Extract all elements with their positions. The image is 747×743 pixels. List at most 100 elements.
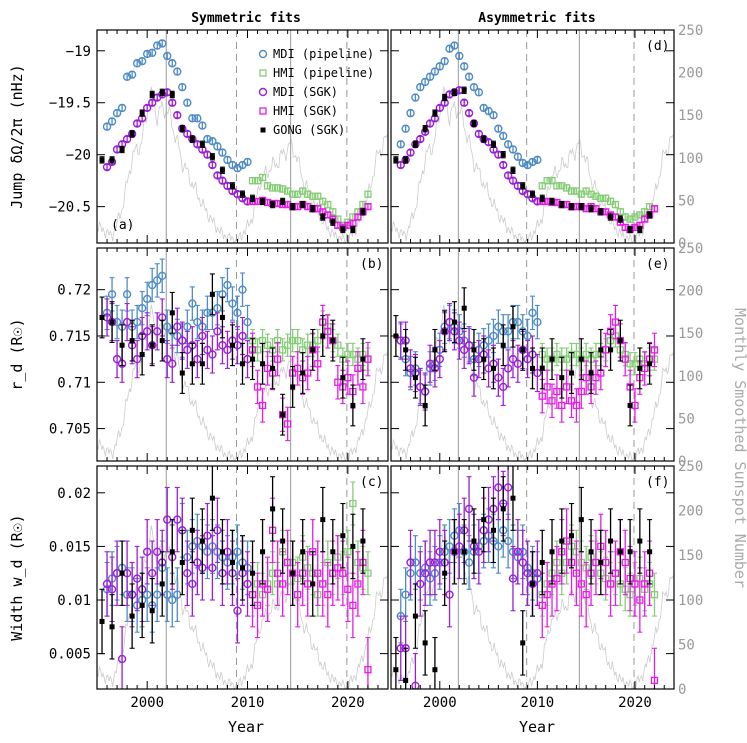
data-point [461, 305, 467, 311]
data-point [273, 184, 282, 192]
data-point [481, 136, 487, 142]
data-point [284, 341, 292, 349]
data-point [102, 579, 112, 589]
data-point [621, 355, 629, 363]
data-point [119, 570, 125, 576]
data-point [240, 191, 245, 197]
data-point [499, 160, 508, 170]
data-point [163, 51, 172, 61]
data-point [179, 370, 185, 376]
data-point [442, 570, 448, 576]
data-point [260, 361, 266, 367]
data-point [631, 360, 639, 368]
sunspot-tick-label: 50 [678, 193, 695, 209]
data-point [213, 303, 222, 313]
data-point [538, 182, 546, 190]
data-point [193, 114, 202, 123]
data-point [109, 319, 115, 325]
x-tick-label: 2020 [618, 695, 652, 711]
sunspot-curve [97, 86, 388, 243]
right-axis-title: Monthly Smoothed Sunspot Number [731, 308, 747, 588]
data-point [189, 361, 195, 367]
data-point [240, 565, 245, 571]
panel-content [97, 248, 388, 461]
data-point [189, 527, 195, 533]
data-point [430, 558, 440, 567]
data-point [112, 354, 122, 364]
data-point [223, 280, 232, 290]
data-point [592, 374, 600, 382]
data-point [147, 98, 157, 107]
data-point [416, 82, 425, 92]
data-point [528, 157, 537, 167]
data-point [159, 89, 165, 95]
data-point [513, 317, 523, 327]
panel-tag: (b) [360, 257, 383, 272]
data-point [193, 317, 202, 327]
data-point [112, 108, 122, 118]
data-point [240, 361, 245, 367]
data-point [330, 338, 336, 344]
data-point [481, 356, 487, 362]
data-point [621, 558, 629, 567]
data-point [549, 198, 555, 204]
data-point [300, 370, 306, 376]
panel-tag: (a) [111, 218, 134, 233]
data-point [588, 549, 594, 555]
data-point [406, 558, 415, 567]
data-point [219, 314, 225, 320]
data-point [647, 361, 653, 367]
data-point [219, 549, 225, 555]
data-point [538, 392, 546, 400]
panel-content [97, 466, 388, 689]
sunspot-tick-label: 150 [678, 548, 703, 564]
data-point [494, 124, 503, 133]
data-point [199, 538, 205, 544]
data-point [606, 580, 615, 588]
data-point [304, 190, 312, 198]
data-point [432, 110, 438, 116]
data-point [263, 585, 272, 593]
data-point [314, 360, 322, 368]
data-point [349, 499, 357, 508]
data-point [503, 327, 513, 336]
data-point [278, 346, 287, 354]
panel-frame [96, 29, 389, 244]
data-point [129, 338, 135, 344]
data-point [360, 356, 366, 362]
data-point [248, 177, 257, 185]
data-point [513, 359, 523, 368]
data-point [127, 70, 137, 79]
data-point [608, 347, 614, 353]
data-point [149, 342, 155, 348]
data-point [129, 613, 135, 619]
data-point [533, 317, 542, 327]
legend-marker [260, 127, 266, 133]
data-point [359, 383, 367, 391]
sunspot-tick-label: 200 [678, 284, 703, 300]
data-point [513, 547, 523, 556]
data-point [489, 110, 498, 120]
data-point [350, 402, 356, 408]
data-point [611, 200, 620, 209]
data-point [500, 152, 506, 158]
x-axis-title-right: Year [519, 718, 555, 736]
data-point [425, 119, 435, 128]
data-point [270, 202, 276, 208]
data-point [314, 192, 322, 200]
data-point [250, 356, 256, 362]
data-point [213, 142, 222, 151]
data-point [582, 591, 590, 599]
data-point [451, 319, 457, 325]
data-point [500, 506, 506, 512]
data-point [122, 134, 132, 144]
legend: MDI (pipeline) HMI (pipeline) MDI (SGK) HMI… [258, 47, 374, 137]
x-tick-label: 2010 [231, 695, 265, 711]
panel-d: 0 50 100 150 200 250 (d) [390, 23, 703, 252]
y-tick-label: −20.5 [49, 200, 91, 216]
data-point [588, 370, 594, 376]
data-point [233, 606, 242, 615]
data-point [503, 140, 513, 149]
data-point [218, 148, 227, 157]
